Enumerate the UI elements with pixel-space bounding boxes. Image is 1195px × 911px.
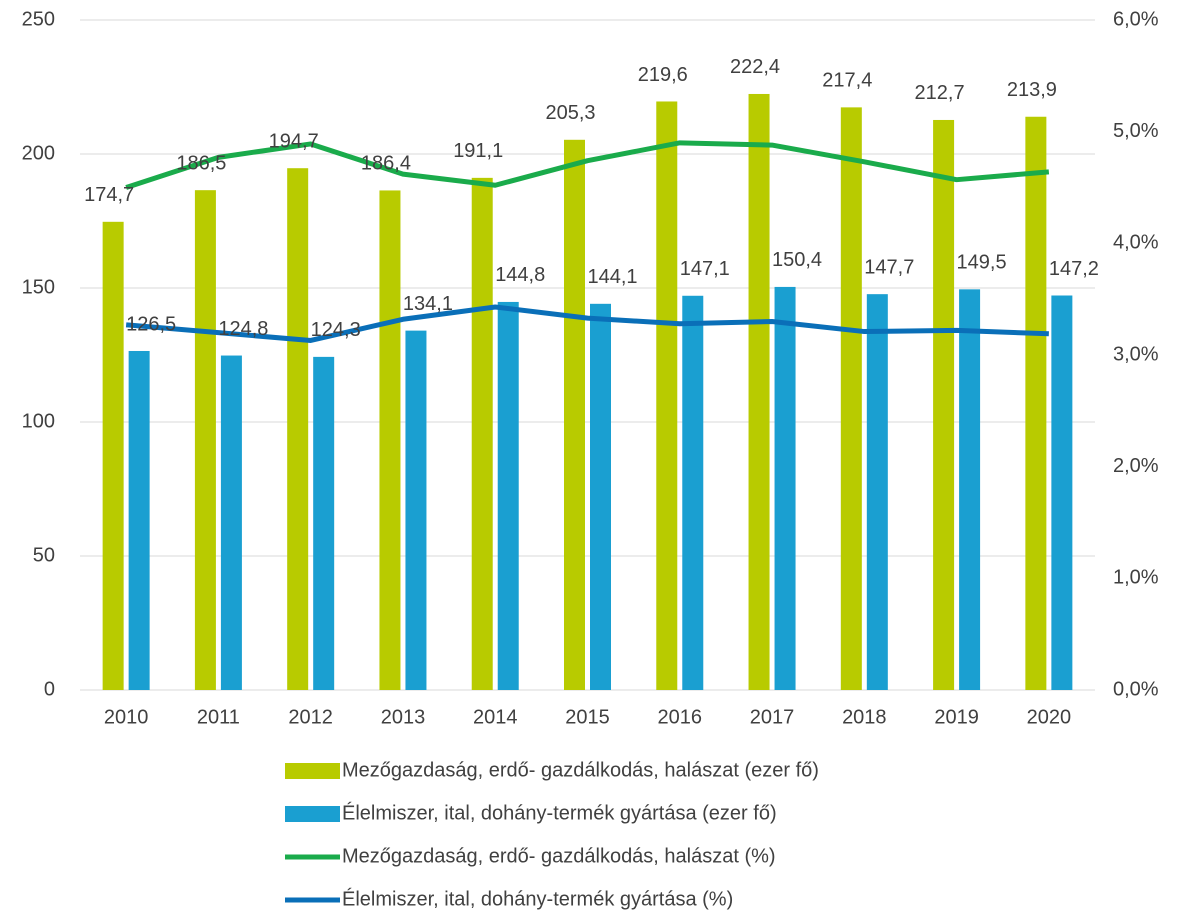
data-label: 212,7 [915,82,965,104]
data-label: 194,7 [269,130,319,152]
legend-label: Élelmiszer, ital, dohány-termék gyártása… [342,887,733,910]
bar [497,301,519,690]
y2-tick-label: 1,0% [1113,567,1159,589]
x-tick-label: 2019 [934,706,979,728]
x-tick-label: 2010 [104,706,149,728]
bar [840,107,862,691]
bar [656,101,678,691]
x-tick-label: 2016 [658,706,703,728]
data-label: 149,5 [957,252,1007,274]
bar [1025,116,1047,691]
bar [379,190,401,690]
bar [128,350,150,690]
legend-label: Élelmiszer, ital, dohány-termék gyártása… [342,801,777,824]
data-label: 222,4 [730,56,780,78]
bar [287,168,309,691]
x-tick-label: 2017 [750,706,795,728]
y-tick-label: 250 [22,8,55,30]
bar [102,221,124,690]
data-label: 174,7 [84,184,134,206]
legend-swatch [285,763,340,779]
data-label: 147,1 [680,258,730,280]
data-label: 124,8 [218,318,268,340]
line [125,304,1049,343]
y-tick-label: 100 [22,410,55,432]
bar [471,177,493,691]
y2-tick-label: 2,0% [1113,455,1159,477]
bar [748,93,770,690]
data-label: 144,1 [587,266,637,288]
data-label: 205,3 [545,102,595,124]
data-label: 150,4 [772,249,822,271]
data-label: 147,7 [864,256,914,278]
y2-tick-label: 4,0% [1113,232,1159,254]
data-label: 213,9 [1007,79,1057,101]
y2-tick-label: 0,0% [1113,678,1159,700]
data-label: 219,6 [638,64,688,86]
bar [590,303,611,690]
data-label: 144,8 [495,264,545,286]
bar [682,295,704,690]
x-tick-label: 2015 [565,706,610,728]
y-tick-label: 150 [22,276,55,298]
bar [313,356,335,690]
y2-tick-label: 5,0% [1113,120,1159,142]
x-tick-label: 2011 [197,706,240,728]
bar [774,286,796,690]
bar [194,190,216,690]
legend-swatch [285,806,340,822]
bar [933,119,955,691]
legend-label: Mezőgazdaság, erdő- gazdálkodás, halásza… [342,759,819,781]
bar [1051,295,1073,690]
y2-tick-label: 3,0% [1113,343,1159,365]
data-label: 134,1 [403,293,453,315]
data-label: 191,1 [453,140,503,162]
bar [405,330,427,690]
x-tick-label: 2020 [1027,706,1072,728]
bar [959,289,981,690]
data-label: 217,4 [822,70,872,92]
data-label: 147,2 [1049,258,1099,280]
data-label: 124,3 [311,319,361,341]
bar [220,355,242,690]
legend-label: Mezőgazdaság, erdő- gazdálkodás, halásza… [342,845,776,867]
x-tick-label: 2014 [473,706,518,728]
x-tick-label: 2013 [381,706,426,728]
bar [866,294,888,690]
bar [564,139,585,690]
data-label: 126,5 [126,313,176,335]
y-tick-label: 0 [44,678,55,700]
data-label: 186,4 [361,153,411,175]
y-tick-label: 50 [33,544,55,566]
y2-tick-label: 6,0% [1113,8,1159,30]
line [125,140,1050,190]
x-tick-label: 2018 [842,706,887,728]
y-tick-label: 200 [22,142,55,164]
data-label: 186,5 [176,152,226,174]
x-tick-label: 2012 [288,706,333,728]
